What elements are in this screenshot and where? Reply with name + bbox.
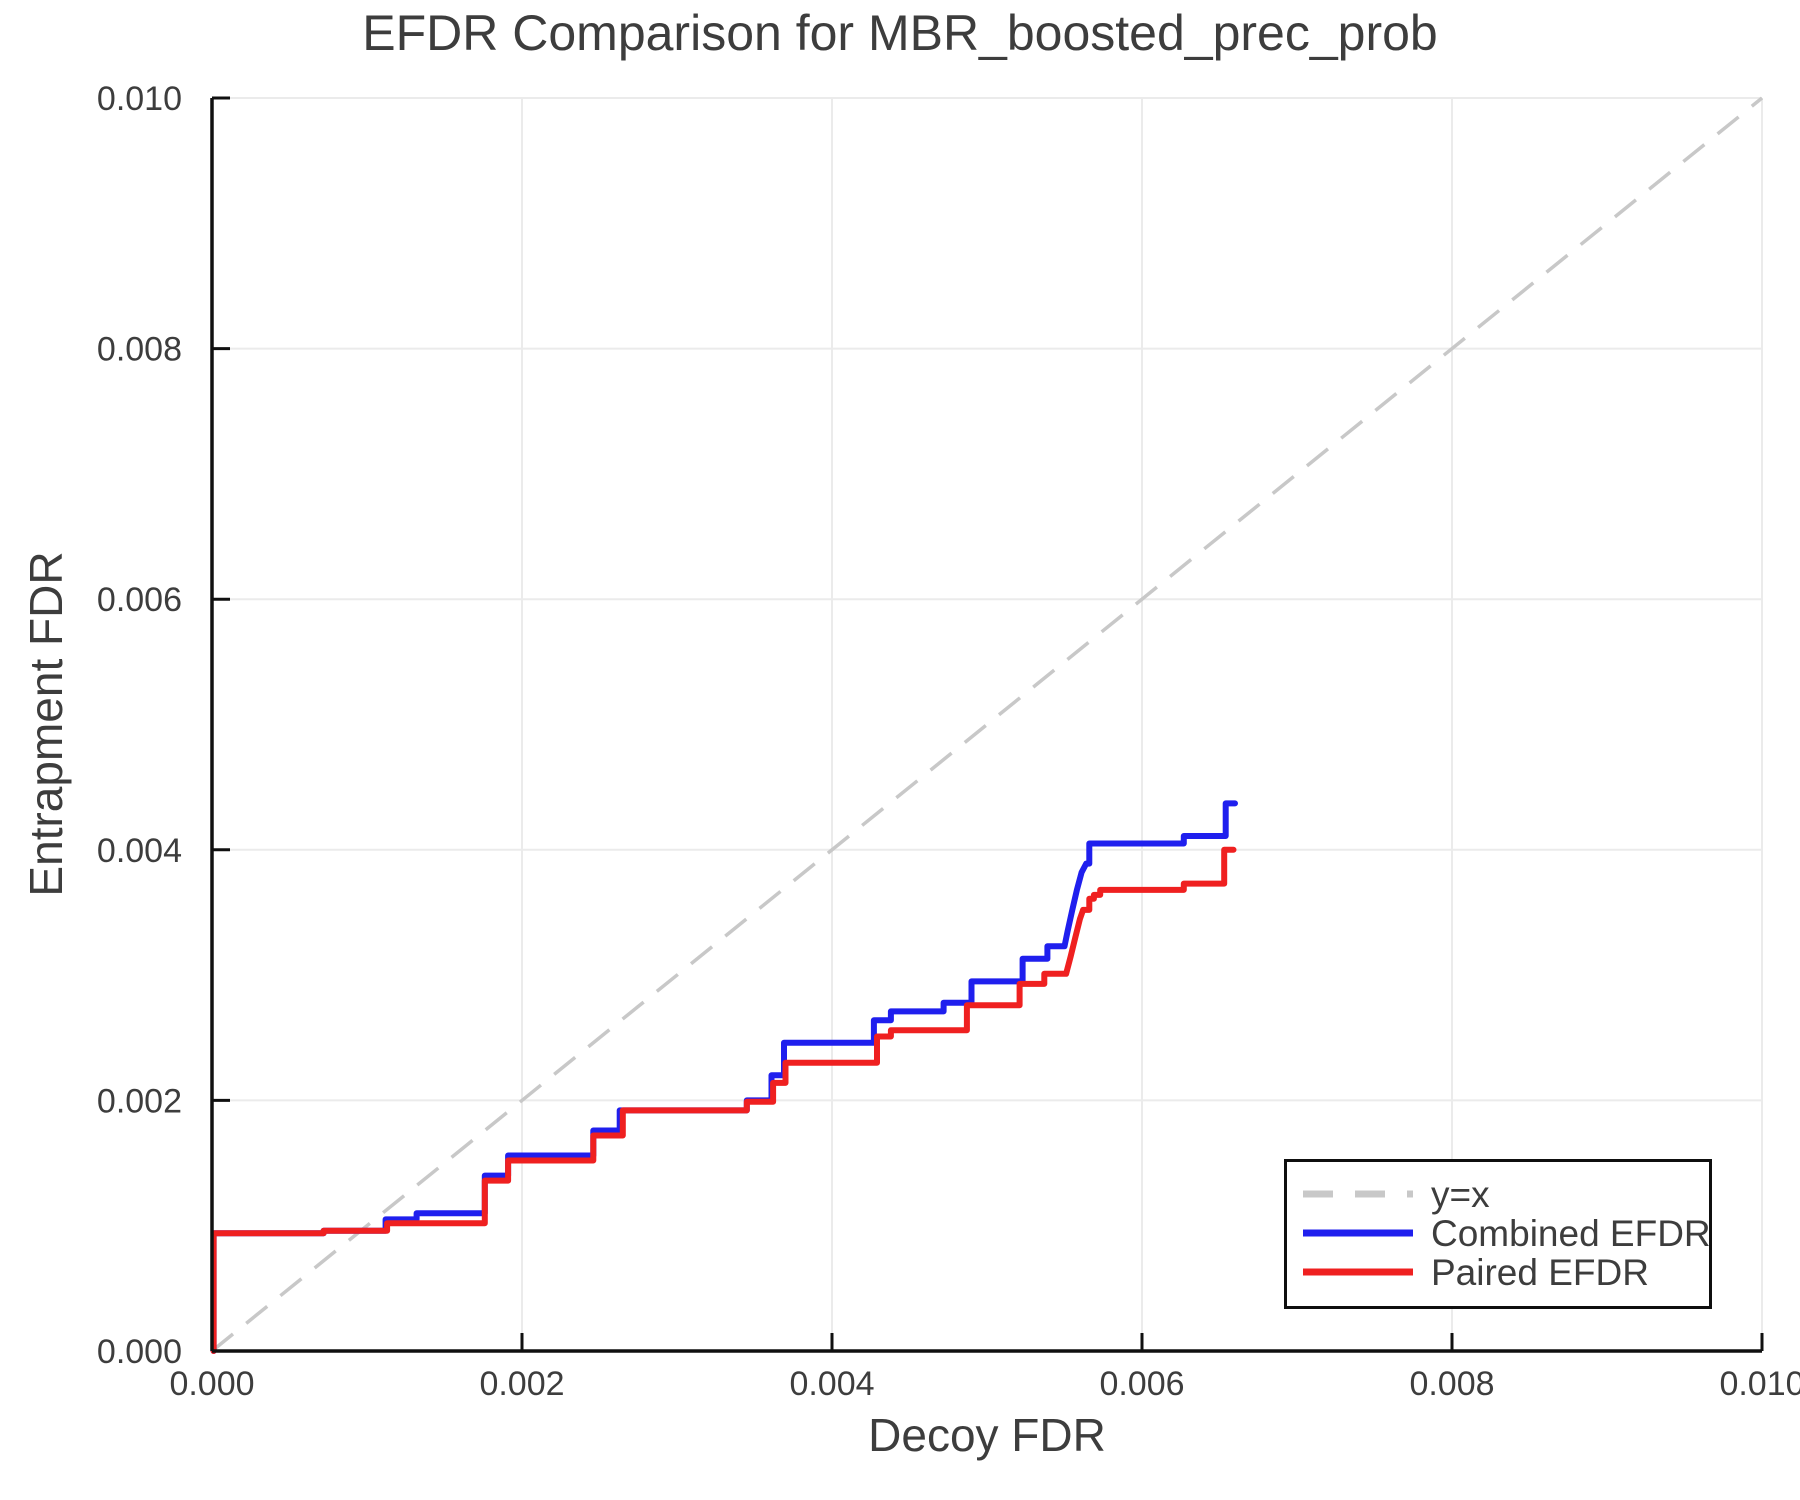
legend: y=x Combined EFDR Paired EFDR <box>1284 1159 1712 1309</box>
y-tick-label: 0.008 <box>97 331 182 369</box>
legend-row-combined-efdr: Combined EFDR <box>1303 1213 1711 1254</box>
y-tick-label: 0.004 <box>97 832 182 870</box>
x-axis-label: Decoy FDR <box>868 1409 1106 1461</box>
y-axis-label: Entrapment FDR <box>20 551 72 897</box>
series-line-paired-efdr <box>210 846 1237 1354</box>
series-line-combined-efdr <box>210 800 1238 1354</box>
legend-label: y=x <box>1431 1174 1490 1215</box>
y-tick-label: 0.000 <box>97 1333 182 1371</box>
y-tick-label: 0.002 <box>97 1082 182 1120</box>
x-tick-label: 0.000 <box>169 1365 254 1403</box>
x-tick-label: 0.004 <box>789 1365 874 1403</box>
legend-label: Paired EFDR <box>1431 1252 1649 1293</box>
chart-title: EFDR Comparison for MBR_boosted_prec_pro… <box>362 5 1438 61</box>
legend-label: Combined EFDR <box>1431 1213 1711 1254</box>
x-tick-label: 0.002 <box>479 1365 564 1403</box>
x-tick-label: 0.008 <box>1409 1365 1494 1403</box>
legend-row-paired-efdr: Paired EFDR <box>1303 1252 1709 1293</box>
legend-row-y-x: y=x <box>1303 1174 1709 1215</box>
x-tick-label: 0.006 <box>1099 1365 1184 1403</box>
legend-line-sample <box>1303 1186 1413 1204</box>
identity-reference-line <box>210 96 1764 1353</box>
x-tick-label: 0.010 <box>1719 1365 1800 1403</box>
legend-line-sample <box>1303 1264 1413 1282</box>
y-tick-label: 0.010 <box>97 80 182 118</box>
y-tick-label: 0.006 <box>97 581 182 619</box>
legend-line-sample <box>1303 1225 1413 1243</box>
